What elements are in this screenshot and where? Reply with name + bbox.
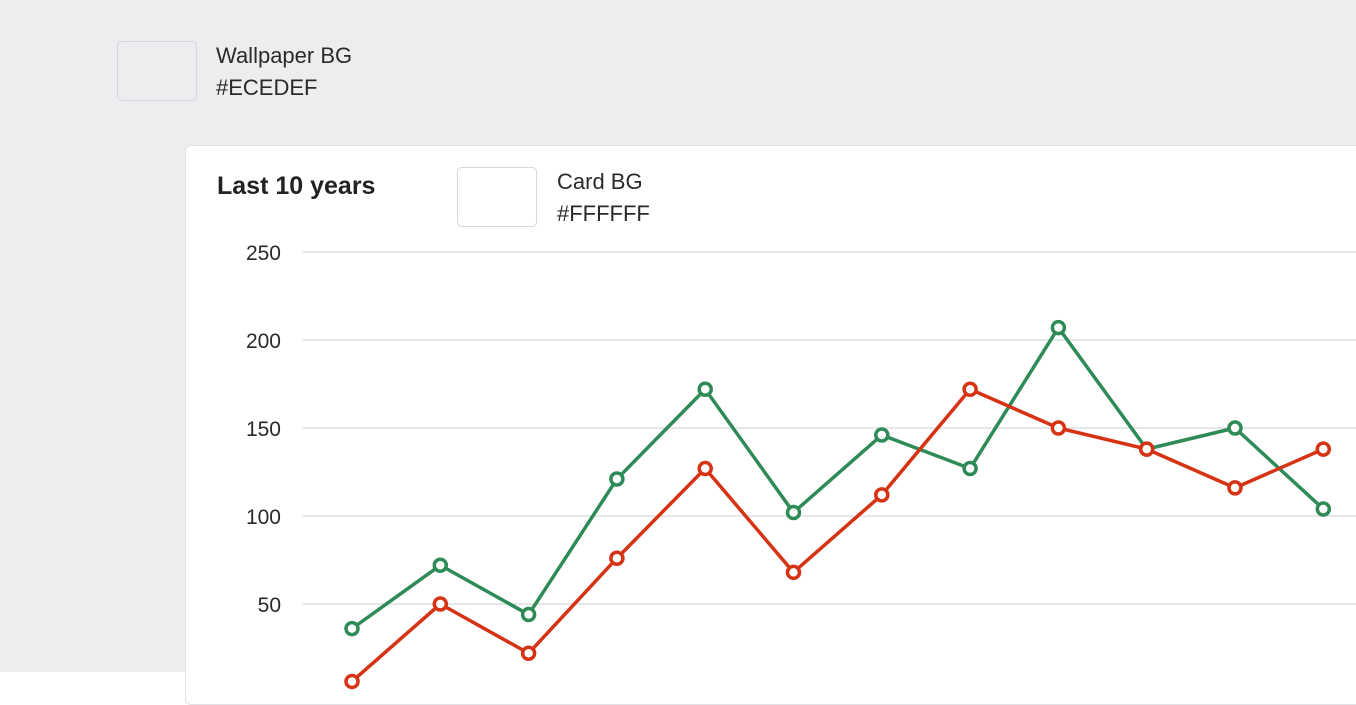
y-tick-label: 50 xyxy=(258,594,281,617)
card-color-swatch xyxy=(457,167,537,227)
series-1-point xyxy=(874,427,890,443)
series-1-line xyxy=(350,325,1325,631)
series-1-point xyxy=(962,460,978,477)
y-tick-label: 250 xyxy=(246,242,281,265)
wallpaper-color-hex: #ECEDEF xyxy=(216,75,318,100)
y-tick-label: 100 xyxy=(246,506,281,529)
series-2-line xyxy=(350,387,1325,683)
card-color-info: Card BG #FFFFFF xyxy=(557,166,650,230)
series-2-point xyxy=(432,596,449,612)
chart-title: Last 10 years xyxy=(217,172,376,200)
y-tick-label: 200 xyxy=(246,330,281,353)
series-1-point xyxy=(609,471,625,487)
series-2-point xyxy=(1050,420,1067,436)
series-1-point xyxy=(432,557,449,574)
series-2-point xyxy=(520,645,537,662)
series-1-point xyxy=(344,620,360,637)
series-1-point xyxy=(1227,420,1243,436)
card-color-hex: #FFFFFF xyxy=(557,201,650,226)
series-2-point xyxy=(874,487,890,503)
series-1-point xyxy=(785,504,802,521)
series-1-point xyxy=(1050,319,1067,336)
series-2-point xyxy=(785,564,802,581)
series-1-point xyxy=(520,606,537,623)
series-2-point xyxy=(344,673,360,690)
wallpaper-color-swatch xyxy=(117,41,197,101)
y-tick-label: 150 xyxy=(246,418,281,441)
card-color-label: Card BG xyxy=(557,169,643,194)
wallpaper-color-info: Wallpaper BG #ECEDEF xyxy=(216,40,352,104)
wallpaper-color-label: Wallpaper BG xyxy=(216,43,353,68)
series-2-point xyxy=(1138,441,1155,457)
series-2-point xyxy=(1227,480,1243,496)
series-2-point xyxy=(609,550,625,566)
series-1-point xyxy=(697,381,713,398)
series-2-point xyxy=(697,460,713,477)
line-chart: 50 100 150 200 250 xyxy=(246,242,1356,690)
series-1-point xyxy=(1315,501,1332,517)
series-2-point xyxy=(962,381,978,398)
chart-card: Last 10 years Card BG #FFFFFF 50 100 150 20… xyxy=(185,145,1356,705)
series-2-point xyxy=(1315,441,1332,457)
